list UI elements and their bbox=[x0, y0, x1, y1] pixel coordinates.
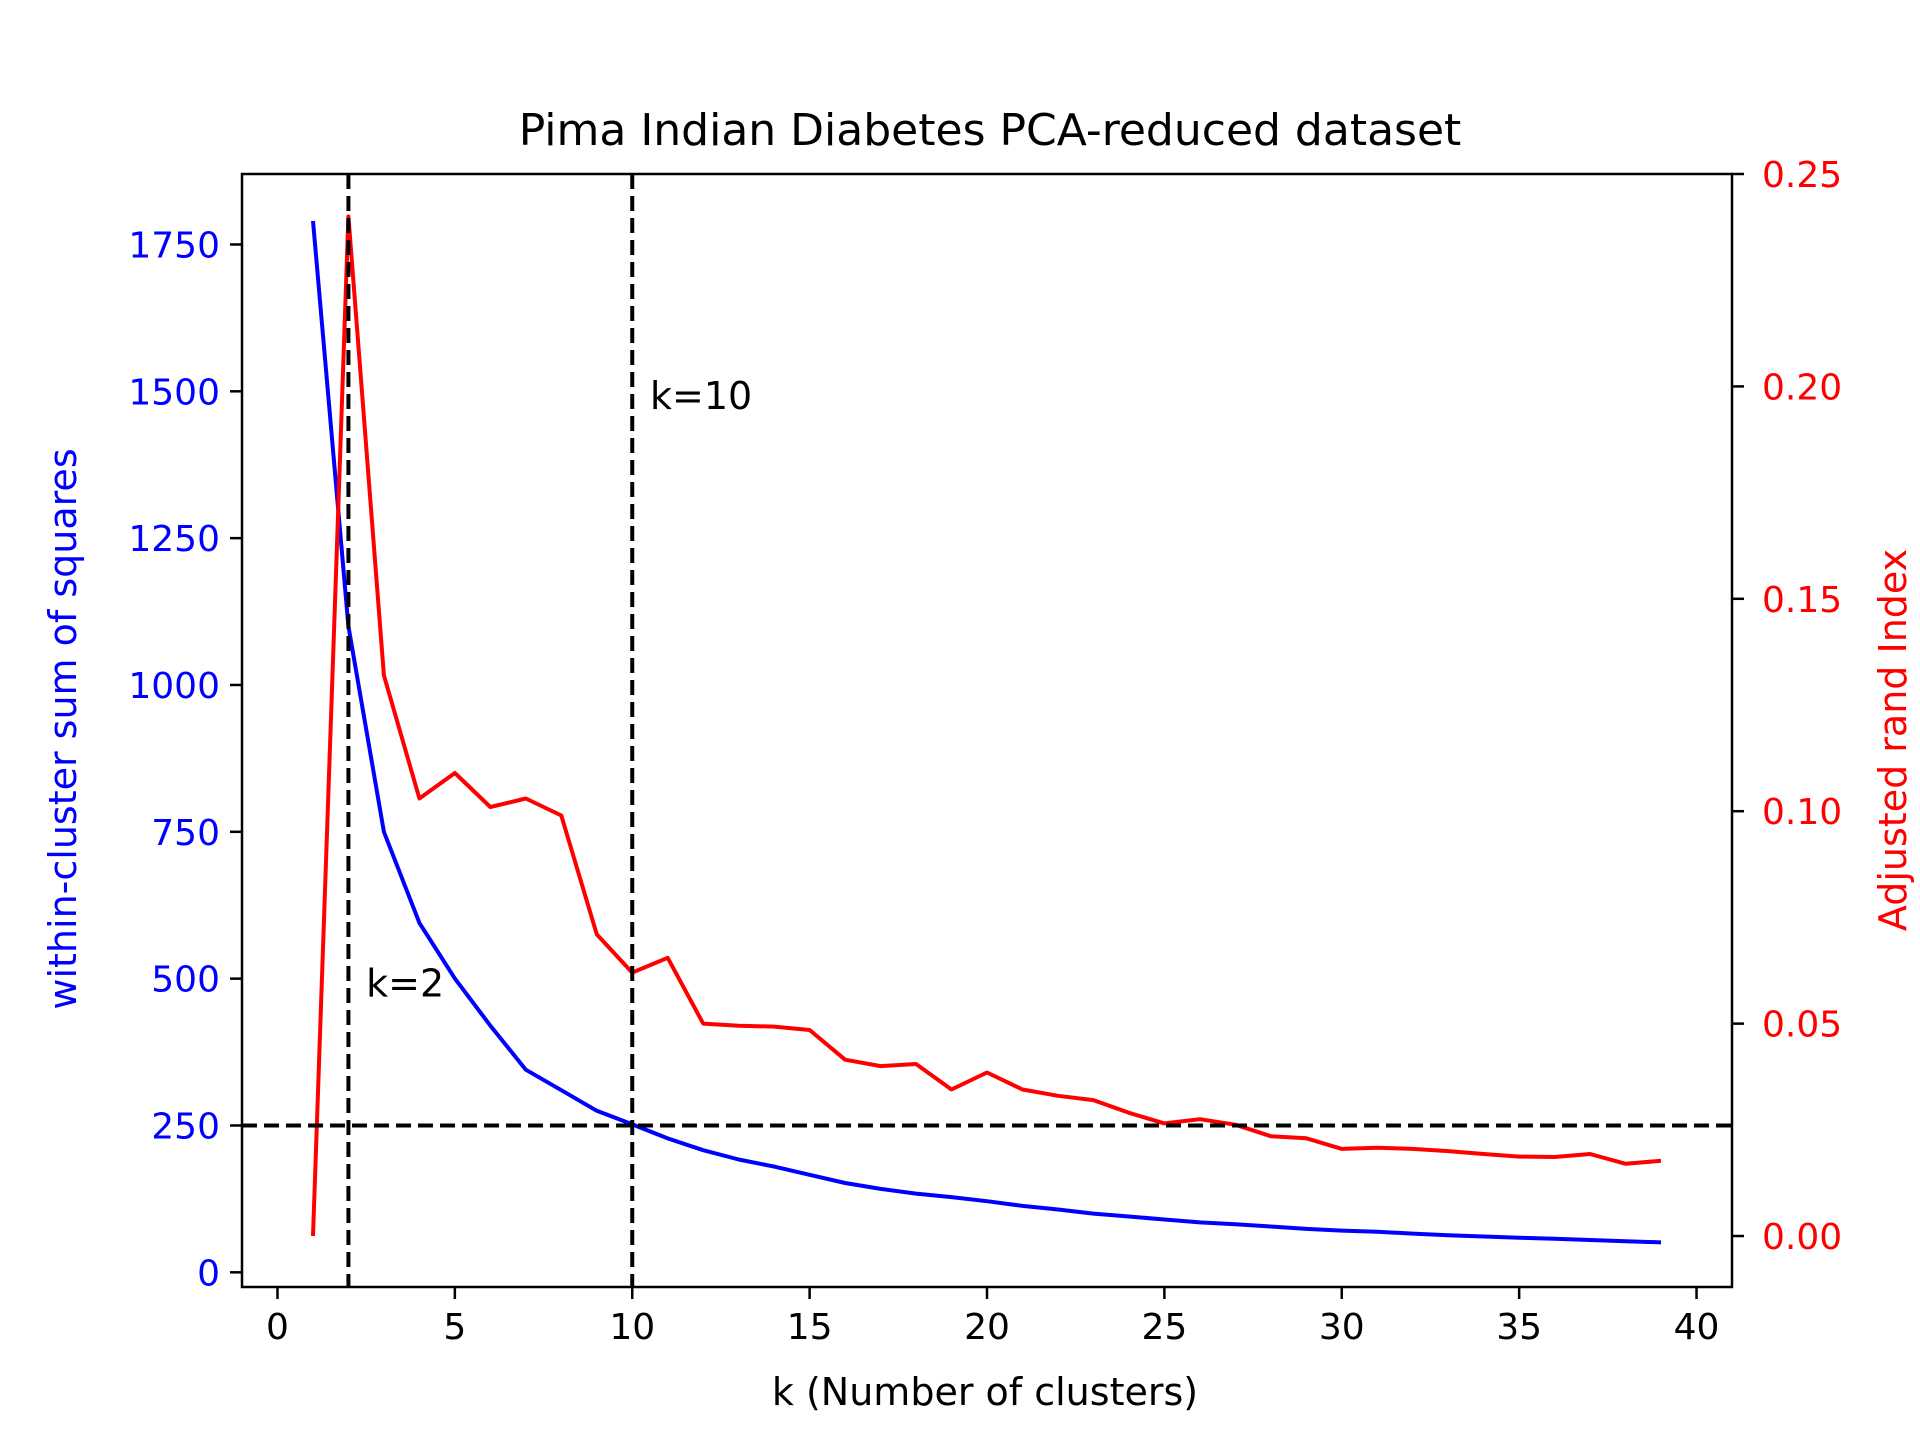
y-left-tick-label: 250 bbox=[151, 1106, 220, 1147]
y-left-tick-label: 750 bbox=[151, 813, 220, 854]
x-tick-label: 0 bbox=[266, 1307, 289, 1348]
series-line-ari bbox=[311, 214, 1662, 1237]
y-right-tick-label: 0.15 bbox=[1762, 580, 1842, 621]
y-left-tick-label: 500 bbox=[151, 960, 220, 1001]
y-left-tick-label: 1000 bbox=[128, 666, 220, 707]
y-right-tick-label: 0.20 bbox=[1762, 367, 1842, 408]
annotation-k-2: k=2 bbox=[366, 961, 444, 1005]
x-tick-label: 20 bbox=[964, 1307, 1010, 1348]
x-tick-label: 40 bbox=[1674, 1307, 1720, 1348]
y-left-tick-label: 1250 bbox=[128, 519, 220, 560]
y-axis-label-right: Adjusted rand Index bbox=[1871, 549, 1915, 931]
x-tick-label: 35 bbox=[1496, 1307, 1542, 1348]
x-tick-label: 5 bbox=[443, 1307, 466, 1348]
annotation-k-10: k=10 bbox=[650, 374, 752, 418]
y-right-tick-label: 0.10 bbox=[1762, 792, 1842, 833]
y-left-tick-label: 1500 bbox=[128, 372, 220, 413]
plot-area: k=2 k=10 0 5 10 15 20 25 30 35 40 0 250 500 750 1000 125… bbox=[128, 155, 1842, 1348]
y-right-tick-label: 0.25 bbox=[1762, 155, 1842, 196]
y-right-tick-label: 0.05 bbox=[1762, 1005, 1842, 1046]
x-tick-label: 30 bbox=[1319, 1307, 1365, 1348]
y-right-tick-label: 0.00 bbox=[1762, 1217, 1842, 1258]
x-tick-label: 10 bbox=[609, 1307, 655, 1348]
chart-title: Pima Indian Diabetes PCA-reduced dataset bbox=[519, 105, 1462, 156]
y-left-tick-label: 0 bbox=[197, 1253, 220, 1294]
y-left-tick-label: 1750 bbox=[128, 225, 220, 266]
axes-frame bbox=[240, 172, 1734, 1289]
series-line-wcss bbox=[311, 220, 1662, 1245]
y-axis-label-left: within-cluster sum of squares bbox=[41, 448, 85, 1009]
x-axis-label: k (Number of clusters) bbox=[772, 1370, 1198, 1414]
x-tick-label: 15 bbox=[787, 1307, 833, 1348]
x-tick-label: 25 bbox=[1141, 1307, 1187, 1348]
